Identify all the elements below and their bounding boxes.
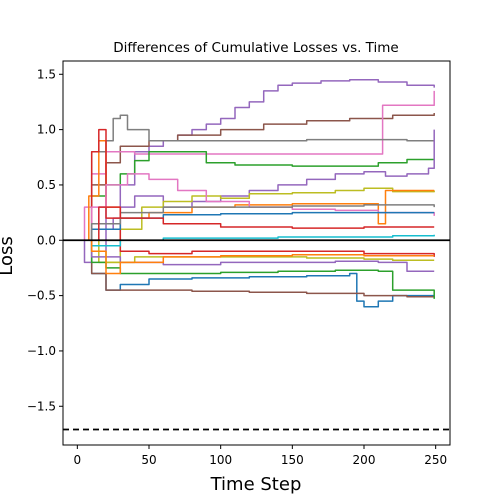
series-line-12 — [77, 239, 435, 273]
x-tick-label: 150 — [281, 453, 304, 467]
y-tick-label: 1.0 — [37, 123, 56, 137]
series-line-2 — [77, 113, 435, 242]
y-tick-label: 1.5 — [37, 67, 56, 81]
x-axis-ticks: 0 50 100 150 200 250 — [74, 445, 447, 467]
x-tick-label: 250 — [424, 453, 447, 467]
x-tick-label: 100 — [209, 453, 232, 467]
x-axis-label: Time Step — [210, 474, 302, 495]
x-tick-label: 0 — [74, 453, 82, 467]
y-tick-label: 0.0 — [37, 233, 56, 247]
series-line-20 — [77, 206, 435, 242]
x-tick-label: 50 — [141, 453, 156, 467]
y-tick-label: 0.5 — [37, 178, 56, 192]
series-line-4 — [77, 114, 435, 242]
series-line-1 — [77, 79, 435, 264]
series-layer — [77, 79, 435, 308]
series-line-16 — [77, 173, 435, 242]
axes-frame — [62, 60, 451, 446]
y-axis-label: Loss — [0, 236, 17, 275]
series-line-19 — [77, 204, 435, 242]
series-line-15 — [77, 234, 435, 247]
series-line-18 — [77, 239, 435, 275]
reference-lines — [63, 239, 450, 431]
y-tick-label: −1.5 — [27, 399, 56, 413]
series-line-6 — [77, 129, 435, 253]
x-tick-label: 200 — [353, 453, 376, 467]
y-tick-label: −0.5 — [27, 289, 56, 303]
chart-title: Differences of Cumulative Losses vs. Tim… — [113, 40, 398, 56]
series-line-10 — [77, 239, 435, 298]
y-tick-label: −1.0 — [27, 344, 56, 358]
y-axis-ticks: −1.5 −1.0 −0.5 0.0 0.5 1.0 1.5 — [27, 67, 63, 413]
series-line-14 — [77, 128, 435, 257]
